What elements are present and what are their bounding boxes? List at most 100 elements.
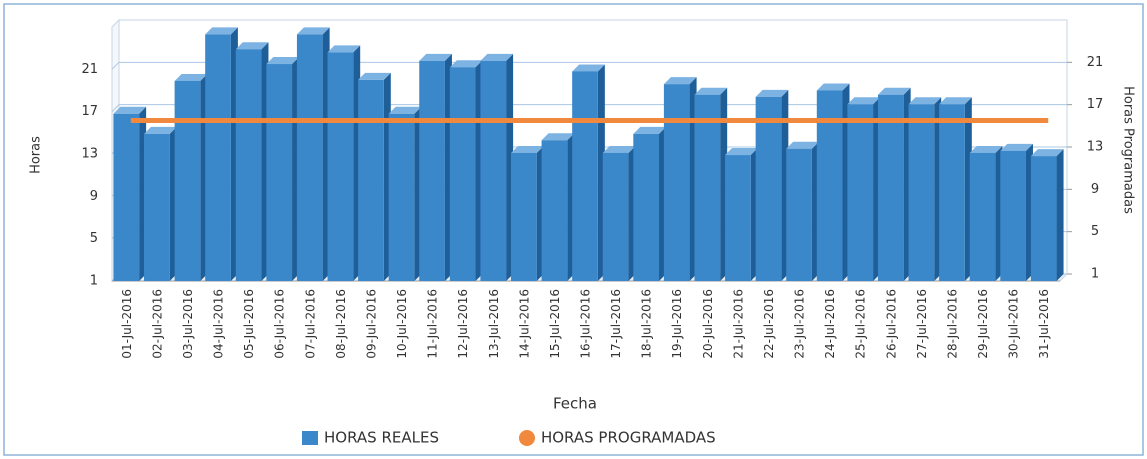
y-tick-label: 5 [90,231,98,246]
bar-top [847,97,881,105]
bar-top [266,57,300,65]
bar-top [877,87,911,95]
y-tick-label: 1 [90,274,98,289]
x-tick-label: 28-Jul-2016 [945,289,959,359]
bar [663,84,690,282]
x-axis-title: Fecha [553,395,597,413]
bar [449,67,476,281]
x-tick-label: 09-Jul-2016 [364,289,378,359]
x-tick-label: 02-Jul-2016 [150,289,164,359]
bar-top [1000,143,1033,151]
grid-line [111,61,1067,70]
bar-top [1030,149,1064,157]
bar [510,152,537,281]
x-tick-label: 13-Jul-2016 [487,289,501,359]
y-tick-label: 13 [81,147,98,162]
x-tick-label: 05-Jul-2016 [242,289,256,359]
bar [174,80,201,281]
bar-top [174,73,208,81]
y-tick-label: 9 [90,189,98,204]
bar-top [602,145,636,153]
bar-top [327,45,361,53]
bar-side [1056,149,1064,281]
bar [266,64,293,282]
bar-top [541,133,575,141]
bar-top [939,97,972,105]
x-tick-label: 18-Jul-2016 [640,289,654,359]
y2-tick-label: 5 [1091,224,1099,239]
bar [113,113,140,282]
x-tick-label: 10-Jul-2016 [395,289,409,359]
bar [602,152,629,281]
bar [633,133,660,281]
legend-label: HORAS REALES [324,429,439,447]
x-tick-label: 12-Jul-2016 [456,289,470,359]
y2-tick-label: 9 [1091,182,1099,197]
x-tick-label: 15-Jul-2016 [548,289,562,359]
bar [847,104,874,281]
bar [572,71,598,281]
bar [541,140,568,281]
bar-top [358,72,391,80]
y-tick-label: 17 [81,104,98,119]
bar-top [969,145,1003,153]
bar-top [572,64,605,72]
x-tick-label: 01-Jul-2016 [120,289,134,359]
bar-top [205,27,238,35]
bar-top [694,87,728,95]
x-tick-label: 03-Jul-2016 [181,289,195,359]
bar-top [786,141,819,149]
x-tick-label: 21-Jul-2016 [731,289,745,359]
bar [969,152,996,281]
bar-top [388,106,422,114]
bar-top [449,60,483,68]
bar-top [480,53,514,61]
bar [205,34,231,282]
legend-swatch [302,431,318,445]
grid-line [111,104,1067,113]
bar-top [510,145,544,153]
x-tick-label: 17-Jul-2016 [609,289,623,359]
bar-top [235,42,269,50]
bar [694,94,721,281]
bar-top [419,53,452,61]
bar [908,104,935,281]
bar-top [296,27,330,35]
bar [327,52,354,282]
x-tick-label: 27-Jul-2016 [915,289,929,359]
bar-top [908,97,942,105]
bar [755,96,782,281]
x-tick-label: 29-Jul-2016 [976,289,990,359]
bar-top [725,148,758,156]
y2-axis-title: Horas Programadas [1121,86,1136,214]
bar [725,155,751,281]
x-tick-label: 22-Jul-2016 [762,289,776,359]
bar [388,113,415,282]
bar [144,133,170,281]
bar [1030,156,1057,281]
x-tick-label: 06-Jul-2016 [273,289,287,359]
x-tick-label: 07-Jul-2016 [303,289,317,359]
y2-tick-label: 13 [1087,140,1104,155]
x-tick-label: 24-Jul-2016 [823,289,837,359]
bar [235,49,262,281]
x-tick-label: 30-Jul-2016 [1007,289,1021,359]
bar [939,104,965,281]
y-tick-label: 21 [81,62,98,77]
x-tick-label: 25-Jul-2016 [854,289,868,359]
bar [358,79,384,282]
y2-tick-label: 17 [1087,97,1104,112]
legend-swatch [518,430,535,446]
bar-top [113,106,147,114]
x-tick-label: 31-Jul-2016 [1037,289,1051,359]
bar [480,60,507,281]
y2-tick-label: 1 [1091,267,1099,282]
x-tick-label: 11-Jul-2016 [426,289,440,359]
x-tick-label: 08-Jul-2016 [334,289,348,359]
x-tick-label: 19-Jul-2016 [670,289,684,359]
x-tick-label: 26-Jul-2016 [884,289,898,359]
bar-top [633,126,667,134]
x-tick-label: 16-Jul-2016 [579,289,593,359]
